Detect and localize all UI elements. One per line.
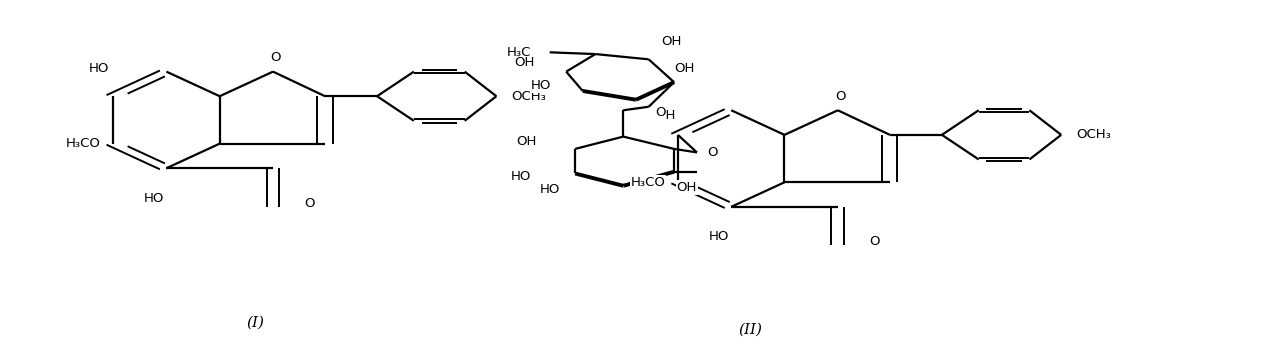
Text: O: O bbox=[870, 235, 880, 249]
Text: O: O bbox=[707, 146, 717, 159]
Text: OH: OH bbox=[677, 181, 697, 194]
Text: OH: OH bbox=[674, 62, 695, 75]
Text: HO: HO bbox=[510, 171, 530, 183]
Text: HO: HO bbox=[530, 79, 551, 92]
Text: H₃CO: H₃CO bbox=[631, 176, 665, 189]
Text: (II): (II) bbox=[738, 323, 762, 337]
Text: OH: OH bbox=[655, 109, 675, 122]
Text: OH: OH bbox=[661, 35, 682, 48]
Text: O: O bbox=[655, 105, 665, 119]
Text: OCH₃: OCH₃ bbox=[1076, 129, 1112, 141]
Text: O: O bbox=[836, 90, 846, 103]
Text: H₃C: H₃C bbox=[506, 46, 530, 59]
Text: H₃CO: H₃CO bbox=[66, 137, 100, 150]
Text: OCH₃: OCH₃ bbox=[511, 90, 547, 103]
Text: O: O bbox=[270, 51, 281, 64]
Text: HO: HO bbox=[144, 192, 164, 205]
Text: (I): (I) bbox=[247, 316, 265, 330]
Text: HO: HO bbox=[89, 62, 109, 75]
Text: HO: HO bbox=[539, 183, 560, 196]
Text: O: O bbox=[305, 197, 315, 210]
Text: OH: OH bbox=[514, 56, 534, 69]
Text: OH: OH bbox=[516, 135, 537, 148]
Text: HO: HO bbox=[709, 230, 729, 243]
